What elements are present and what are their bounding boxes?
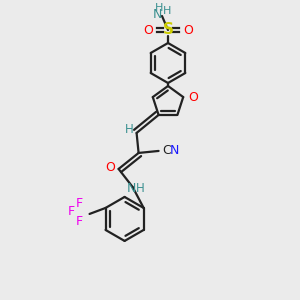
Text: F: F [68,206,75,218]
Text: H: H [125,123,134,136]
Text: N: N [169,144,179,158]
Text: N: N [152,8,162,22]
Text: O: O [188,91,198,103]
Text: H: H [136,182,145,195]
Text: F: F [76,215,83,228]
Text: O: O [106,161,116,174]
Text: O: O [143,23,153,37]
Text: C: C [163,144,171,158]
Text: F: F [76,197,83,210]
Text: H: H [155,3,163,13]
Text: H: H [163,6,171,16]
Text: S: S [163,22,173,38]
Text: O: O [183,23,193,37]
Text: N: N [127,182,136,195]
